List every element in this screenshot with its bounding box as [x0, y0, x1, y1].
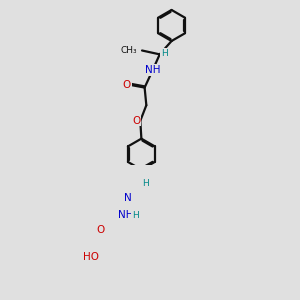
- Text: HO: HO: [82, 252, 99, 262]
- Text: O: O: [123, 80, 131, 90]
- Text: N: N: [124, 194, 132, 203]
- Text: O: O: [97, 225, 105, 235]
- Text: H: H: [142, 179, 149, 188]
- Text: CH₃: CH₃: [121, 46, 137, 55]
- Text: H: H: [132, 211, 139, 220]
- Text: NH: NH: [118, 210, 134, 220]
- Text: O: O: [132, 116, 140, 125]
- Text: NH: NH: [145, 65, 160, 75]
- Text: H: H: [161, 49, 168, 58]
